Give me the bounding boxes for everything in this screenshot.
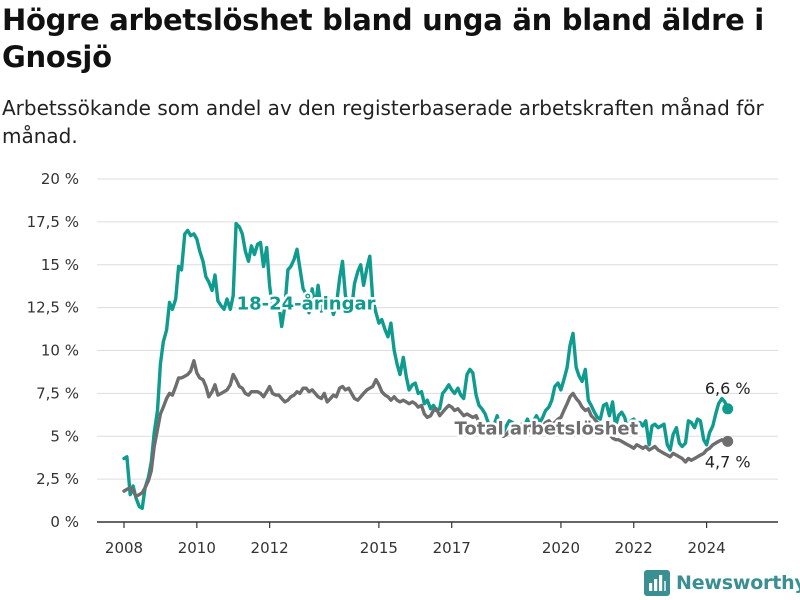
series-line-0 bbox=[122, 221, 730, 510]
y-tick-label: 15 % bbox=[41, 256, 79, 274]
series-end-marker-1 bbox=[722, 435, 734, 447]
x-tick-label: 2024 bbox=[687, 539, 725, 557]
series-end-label-0: 6,6 % bbox=[705, 379, 751, 398]
series-line-1 bbox=[122, 359, 730, 498]
series-labels: 6,6 %4,7 %18-24-åringar18-24-åringarTota… bbox=[234, 290, 751, 472]
brand[interactable]: Newsworthy bbox=[644, 568, 800, 598]
y-tick-label: 12,5 % bbox=[27, 299, 79, 317]
page-title: Högre arbetslöshet bland unga än bland ä… bbox=[2, 3, 764, 74]
y-axis: 0 % 2,5 % 5 % 7,5 % 10 % 12,5 % 15 % 17,5 % 20 % bbox=[27, 170, 79, 531]
series-end-marker-0 bbox=[722, 403, 734, 415]
series-name-label-1: Total arbetslöshet bbox=[454, 419, 638, 440]
x-tick-label: 2017 bbox=[433, 539, 471, 557]
y-tick-label: 10 % bbox=[41, 342, 79, 360]
x-tick-label: 2020 bbox=[542, 539, 580, 557]
newsworthy-logo-icon bbox=[644, 570, 670, 596]
series-name-label-0: 18-24-åringar bbox=[237, 292, 376, 314]
series-name-halo-1: Total arbetslöshet bbox=[454, 419, 638, 440]
chart-grid bbox=[97, 178, 778, 480]
x-axis: 2008 2010 2012 2015 2017 2020 2022 2024 bbox=[97, 521, 778, 557]
brand-name: Newsworthy bbox=[676, 572, 800, 594]
x-tick-label: 2015 bbox=[360, 539, 398, 557]
x-tick-label: 2010 bbox=[178, 539, 216, 557]
y-tick-label: 5 % bbox=[50, 427, 79, 445]
y-tick-label: 20 % bbox=[41, 170, 79, 188]
x-tick-label: 2012 bbox=[251, 539, 289, 557]
chart-lines bbox=[122, 221, 734, 510]
y-tick-label: 2,5 % bbox=[36, 470, 79, 488]
y-tick-label: 0 % bbox=[50, 513, 79, 531]
y-tick-label: 17,5 % bbox=[27, 213, 79, 231]
x-tick-label: 2008 bbox=[105, 539, 143, 557]
y-tick-label: 7,5 % bbox=[36, 384, 79, 402]
x-tick-label: 2022 bbox=[615, 539, 653, 557]
chart-subtitle: Arbetssökande som andel av den registerb… bbox=[2, 96, 764, 148]
series-name-halo-0: 18-24-åringar bbox=[237, 292, 376, 314]
series-end-label-1: 4,7 % bbox=[705, 452, 751, 471]
